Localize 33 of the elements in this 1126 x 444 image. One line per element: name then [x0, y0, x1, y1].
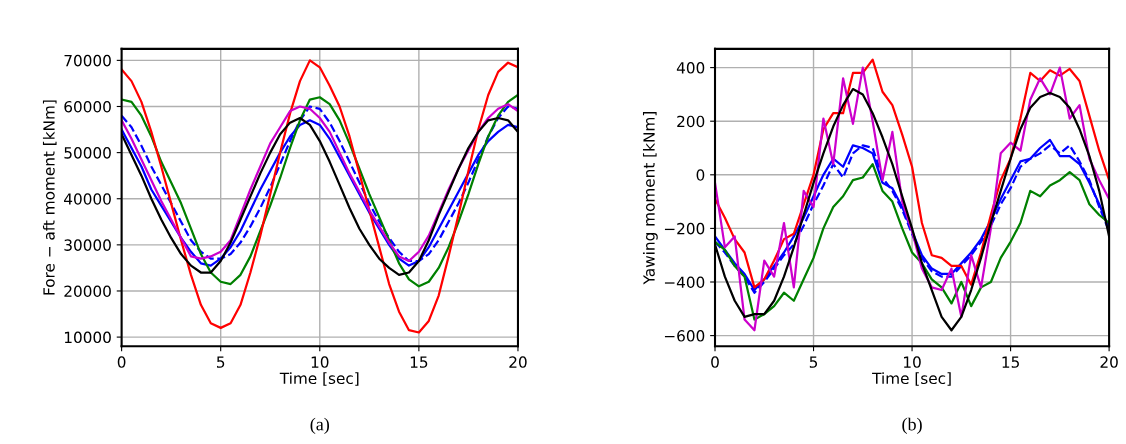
- y-axis-title: Fore − aft moment [kNm]: [42, 100, 57, 295]
- x-tick-label: 0: [117, 356, 126, 368]
- y-tick-label: 0: [696, 169, 705, 181]
- x-tick-label: 20: [1100, 356, 1118, 368]
- text: (b): [902, 417, 922, 435]
- y-tick-label: 60000: [64, 100, 111, 113]
- text: (a): [310, 417, 330, 435]
- x-axis-title: Time [sec]: [279, 372, 359, 386]
- x-axis-title: Time [sec]: [872, 372, 951, 386]
- y-tick-label: 30000: [64, 239, 111, 251]
- y-tick-label: 70000: [64, 54, 111, 67]
- x-tick-label: 20: [509, 356, 527, 368]
- y-tick-label: 40000: [64, 193, 111, 205]
- x-tick-label: 0: [711, 356, 719, 368]
- y-axis-title: Yawing moment [kNm]: [642, 112, 658, 285]
- x-tick-label: 10: [904, 356, 921, 368]
- line-series: [121, 93, 518, 288]
- y-tick-label: 10000: [64, 331, 111, 344]
- y-tick-label: 200: [677, 115, 705, 128]
- x-tick-label: 15: [1002, 356, 1019, 368]
- x-tick-label: 5: [809, 356, 818, 368]
- y-tick-label: 50000: [64, 147, 111, 159]
- x-tick-label: 5: [217, 356, 225, 368]
- y-tick-label: −200: [664, 222, 705, 235]
- y-tick-label: 20000: [64, 285, 111, 297]
- y-tick-label: −400: [664, 276, 705, 289]
- x-tick-label: 10: [311, 356, 329, 368]
- line-series: [121, 59, 518, 334]
- line-series: [715, 162, 1110, 321]
- y-tick-label: 400: [676, 62, 705, 74]
- line-series: [715, 58, 1110, 289]
- x-tick-label: 15: [410, 356, 428, 368]
- y-tick-label: −600: [664, 330, 705, 342]
